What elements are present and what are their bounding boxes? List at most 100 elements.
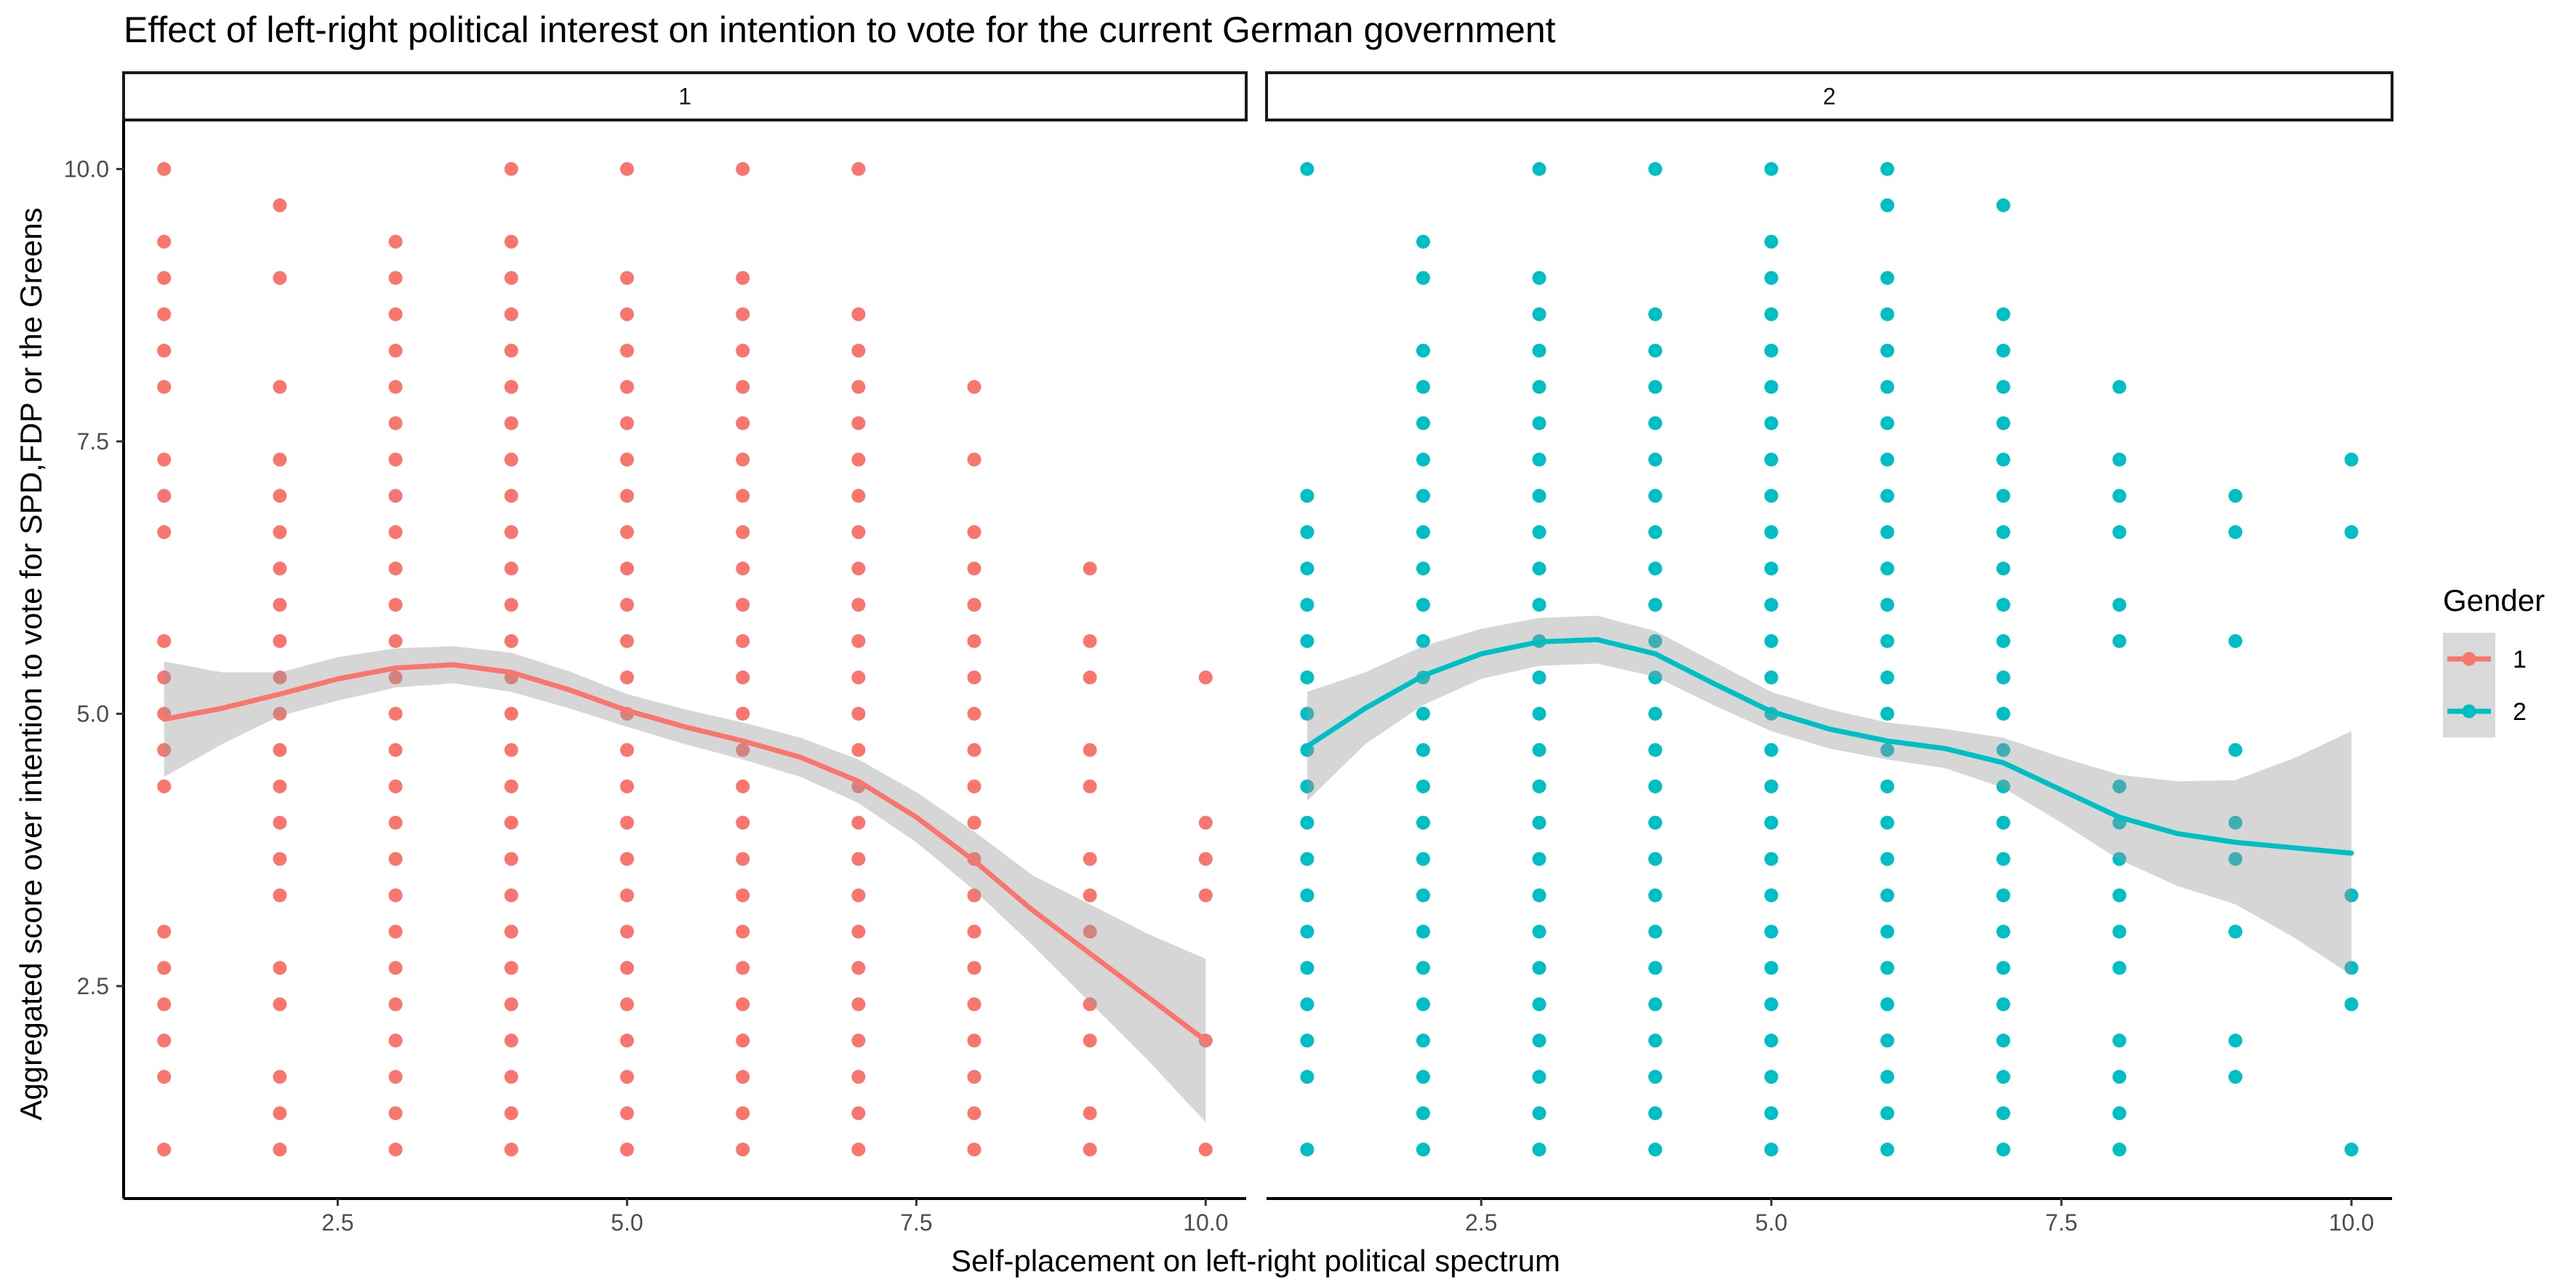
data-point bbox=[1880, 852, 1895, 866]
data-point bbox=[388, 1033, 403, 1048]
data-point bbox=[967, 452, 982, 467]
data-point bbox=[1880, 1033, 1895, 1048]
data-point bbox=[1764, 961, 1778, 975]
data-point bbox=[1198, 1143, 1213, 1157]
data-point bbox=[388, 815, 403, 830]
data-point bbox=[619, 888, 634, 903]
data-point bbox=[736, 997, 750, 1012]
data-point bbox=[1300, 961, 1315, 975]
smooth-line bbox=[161, 662, 1208, 1044]
data-point bbox=[967, 888, 982, 903]
data-point bbox=[157, 525, 172, 540]
data-point bbox=[619, 271, 634, 285]
data-point bbox=[851, 1106, 866, 1121]
data-point bbox=[2112, 888, 2127, 903]
data-point bbox=[1996, 489, 2010, 503]
data-point bbox=[1416, 271, 1430, 285]
data-point bbox=[619, 452, 634, 467]
data-point bbox=[1532, 961, 1546, 975]
data-point bbox=[1300, 671, 1315, 685]
data-point bbox=[851, 997, 866, 1012]
data-point bbox=[1416, 852, 1430, 866]
data-point bbox=[1648, 1106, 1663, 1121]
x-tick-label: 7.5 bbox=[900, 1209, 932, 1236]
data-point bbox=[736, 1106, 750, 1121]
data-point bbox=[619, 489, 634, 503]
data-point bbox=[736, 307, 750, 321]
data-point bbox=[273, 561, 287, 576]
data-point bbox=[1648, 924, 1663, 939]
data-point bbox=[1083, 779, 1097, 793]
data-point bbox=[1300, 561, 1315, 576]
data-point bbox=[1648, 633, 1663, 648]
data-point bbox=[967, 997, 982, 1012]
data-point bbox=[273, 961, 287, 975]
data-point bbox=[1532, 307, 1546, 321]
data-point bbox=[157, 343, 172, 358]
data-point bbox=[851, 1143, 866, 1157]
data-point bbox=[388, 924, 403, 939]
data-point bbox=[388, 525, 403, 540]
x-axis-title: Self-placement on left-right political s… bbox=[951, 1244, 1560, 1278]
data-point bbox=[1880, 271, 1895, 285]
data-point bbox=[1416, 997, 1430, 1012]
data-point bbox=[504, 1143, 518, 1157]
data-point bbox=[619, 633, 634, 648]
data-point bbox=[1416, 452, 1430, 467]
data-point bbox=[157, 671, 172, 685]
data-point bbox=[388, 779, 403, 793]
legend-key-point bbox=[2462, 652, 2476, 666]
data-point bbox=[967, 1106, 982, 1121]
data-point bbox=[1880, 815, 1895, 830]
data-point bbox=[1648, 1070, 1663, 1084]
data-point bbox=[1083, 633, 1097, 648]
data-point bbox=[1083, 1106, 1097, 1121]
legend-item-2: 2 bbox=[2443, 685, 2527, 737]
data-point bbox=[388, 852, 403, 866]
data-point bbox=[1416, 416, 1430, 431]
data-point bbox=[1996, 671, 2010, 685]
data-point bbox=[1996, 997, 2010, 1012]
data-point bbox=[1416, 1106, 1430, 1121]
data-point bbox=[1880, 779, 1895, 793]
data-point bbox=[273, 1106, 287, 1121]
data-point bbox=[1532, 1143, 1546, 1157]
data-point bbox=[388, 271, 403, 285]
data-point bbox=[1532, 1106, 1546, 1121]
data-point bbox=[736, 671, 750, 685]
data-point bbox=[388, 452, 403, 467]
data-point bbox=[1300, 1070, 1315, 1084]
data-point bbox=[1880, 416, 1895, 431]
data-point bbox=[1532, 706, 1546, 721]
data-point bbox=[736, 380, 750, 394]
data-point bbox=[1764, 1070, 1778, 1084]
data-point bbox=[1300, 924, 1315, 939]
data-point bbox=[1300, 525, 1315, 540]
data-point bbox=[157, 380, 172, 394]
data-point bbox=[967, 1070, 982, 1084]
data-point bbox=[388, 997, 403, 1012]
data-point bbox=[273, 198, 287, 212]
data-point bbox=[851, 743, 866, 757]
data-point bbox=[1648, 779, 1663, 793]
data-point bbox=[273, 706, 287, 721]
confidence-band bbox=[1307, 615, 2352, 975]
data-point bbox=[504, 815, 518, 830]
data-point bbox=[851, 561, 866, 576]
data-point bbox=[619, 997, 634, 1012]
data-point bbox=[1300, 706, 1315, 721]
data-point bbox=[851, 852, 866, 866]
data-point bbox=[1198, 671, 1213, 685]
data-point bbox=[388, 380, 403, 394]
data-point bbox=[1532, 161, 1546, 176]
data-point bbox=[1532, 815, 1546, 830]
data-point bbox=[736, 525, 750, 540]
data-point bbox=[504, 1106, 518, 1121]
data-point bbox=[851, 924, 866, 939]
data-point bbox=[1764, 888, 1778, 903]
data-point bbox=[1083, 671, 1097, 685]
data-point bbox=[388, 489, 403, 503]
data-point bbox=[619, 1143, 634, 1157]
data-point bbox=[736, 779, 750, 793]
data-point bbox=[1880, 924, 1895, 939]
